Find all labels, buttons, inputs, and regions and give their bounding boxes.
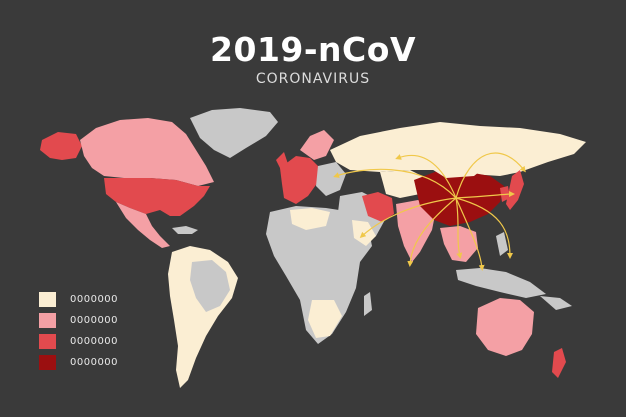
philippines [496, 232, 508, 256]
western-europe [280, 156, 320, 204]
legend-item: 0000000 [39, 289, 118, 310]
australia [476, 298, 534, 356]
japan [506, 170, 524, 210]
russia [330, 122, 586, 176]
scandinavia [300, 130, 334, 160]
legend-item: 0000000 [39, 331, 118, 352]
canada [80, 118, 214, 186]
iran [362, 192, 394, 222]
legend-item: 0000000 [39, 352, 118, 373]
uk [276, 152, 288, 172]
map-subtitle: CORONAVIRUS [255, 71, 371, 87]
eastern-europe [316, 162, 346, 196]
indonesia [456, 268, 546, 298]
papua [540, 296, 572, 310]
legend-label: 0000000 [70, 357, 119, 368]
alaska [40, 132, 82, 160]
africa-south [308, 300, 342, 338]
spread-arrows [333, 152, 526, 271]
map-title: 2019-nCoV [210, 30, 416, 69]
india [396, 200, 436, 262]
greenland [190, 108, 278, 158]
legend-swatch [39, 355, 56, 370]
legend-item: 0000000 [39, 310, 118, 331]
africa [266, 206, 372, 344]
united-states [104, 178, 210, 216]
caribbean [172, 226, 198, 234]
legend-swatch [39, 334, 56, 349]
mexico [116, 202, 170, 248]
legend-label: 0000000 [70, 336, 119, 347]
africa-north [290, 208, 330, 230]
legend-swatch [39, 292, 56, 307]
legend: 0000000 0000000 0000000 0000000 [39, 289, 118, 373]
legend-label: 0000000 [70, 315, 119, 326]
brazil-region [190, 260, 230, 312]
central-asia [380, 170, 426, 198]
legend-label: 0000000 [70, 294, 119, 305]
legend-swatch [39, 313, 56, 328]
madagascar [364, 292, 372, 316]
new-zealand [552, 348, 566, 378]
